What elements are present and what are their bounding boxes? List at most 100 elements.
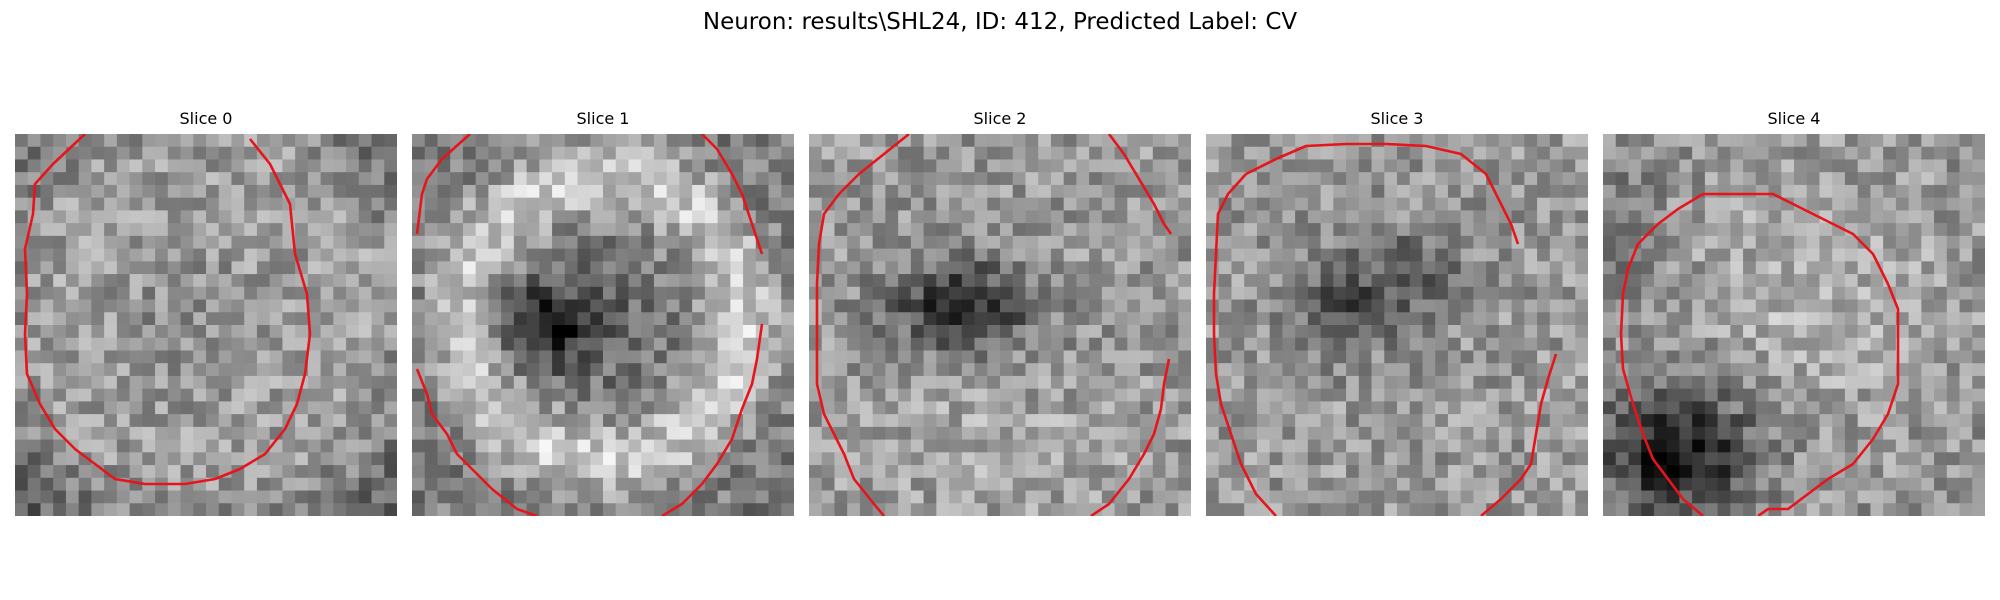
pixel-cell [1435, 184, 1449, 199]
pixel-cell [577, 286, 591, 300]
pixel-cell [1127, 325, 1141, 339]
pixel-cell [628, 426, 642, 440]
pixel-cell [116, 274, 130, 288]
pixel-cell [898, 223, 912, 237]
pixel-cell [539, 261, 553, 275]
pixel-cell [679, 235, 693, 249]
pixel-cell [1972, 325, 1985, 339]
pixel-cell [1755, 477, 1769, 491]
pixel-cell [590, 299, 604, 313]
pixel-cell [1473, 477, 1487, 491]
pixel-cell [1794, 274, 1808, 288]
pixel-cell [1959, 426, 1973, 440]
pixel-cell [885, 477, 899, 491]
pixel-cell [371, 248, 385, 262]
pixel-cell [1549, 274, 1563, 288]
pixel-cell [1320, 312, 1334, 326]
pixel-cell [781, 261, 794, 275]
pixel-cell [244, 261, 258, 275]
pixel-cell [1794, 325, 1808, 339]
pixel-cell [1768, 261, 1782, 275]
pixel-cell [358, 286, 372, 300]
pixel-cell [628, 184, 642, 199]
pixel-cell [1127, 134, 1141, 148]
pixel-cell [1152, 477, 1166, 491]
pixel-cell [282, 286, 296, 300]
pixel-cell [206, 274, 220, 288]
pixel-cell [898, 197, 912, 211]
pixel-cell [1231, 134, 1245, 148]
pixel-cell [1038, 223, 1052, 237]
pixel-cell [1819, 172, 1833, 186]
pixel-cell [1114, 477, 1128, 491]
pixel-cell [1628, 159, 1642, 173]
pixel-cell [1473, 414, 1487, 428]
pixel-cell [1743, 325, 1757, 339]
pixel-cell [1282, 312, 1296, 326]
segmentation-contour [701, 134, 764, 255]
pixel-cell [539, 490, 553, 504]
pixel-cell [1666, 134, 1680, 148]
pixel-cell [167, 235, 181, 249]
pixel-cell [1537, 452, 1551, 466]
pixel-cell [628, 325, 642, 339]
pixel-cell [513, 439, 527, 453]
pixel-cell [256, 414, 271, 428]
pixel-cell [781, 325, 794, 339]
pixel-cell [1883, 312, 1897, 326]
pixel-cell [872, 299, 886, 313]
pixel-cell [1333, 197, 1347, 211]
pixel-cell [1333, 490, 1347, 504]
pixel-cell [1717, 197, 1731, 211]
pixel-cell [1524, 312, 1538, 326]
pixel-cell [371, 503, 385, 516]
pixel-cell [256, 477, 271, 491]
pixel-cell [256, 248, 271, 262]
pixel-cell [1486, 235, 1500, 249]
pixel-cell [704, 477, 718, 491]
pixel-cell [307, 490, 321, 504]
pixel-cell [1549, 325, 1563, 339]
pixel-cell [116, 299, 130, 313]
pixel-cell [1704, 490, 1718, 504]
pixel-cell [1883, 465, 1897, 479]
pixel-cell [1025, 477, 1039, 491]
pixel-cell [1666, 299, 1680, 313]
pixel-cell [653, 452, 668, 466]
pixel-cell [1524, 426, 1538, 440]
pixel-cell [1946, 350, 1960, 364]
pixel-cell [666, 337, 680, 351]
pixel-cell [577, 452, 591, 466]
pixel-cell [501, 146, 515, 160]
pixel-cell [628, 235, 642, 249]
pixel-cell [1320, 363, 1334, 377]
pixel-cell [1781, 452, 1795, 466]
pixel-cell [15, 388, 29, 402]
pixel-cell [424, 146, 438, 160]
pixel-cell [936, 197, 950, 211]
pixel-cell [40, 465, 54, 479]
pixel-cell [65, 325, 80, 339]
pixel-cell [1549, 401, 1563, 415]
pixel-cell [1346, 172, 1360, 186]
pixel-cell [1295, 172, 1309, 186]
pixel-cell [91, 159, 105, 173]
pixel-cell [628, 503, 642, 516]
pixel-cell [526, 172, 540, 186]
pixel-cell [218, 172, 232, 186]
pixel-cell [231, 261, 245, 275]
pixel-cell [1371, 465, 1385, 479]
pixel-cell [1358, 312, 1372, 326]
pixel-cell [155, 414, 169, 428]
pixel-cell [859, 146, 874, 160]
pixel-cell [974, 363, 988, 377]
pixel-cell [320, 388, 334, 402]
pixel-cell [1972, 477, 1985, 491]
pixel-cell [1038, 325, 1052, 339]
pixel-cell [1063, 146, 1077, 160]
pixel-cell [78, 197, 92, 211]
pixel-cell [692, 235, 706, 249]
pixel-cell [692, 503, 706, 516]
pixel-cell [1628, 134, 1642, 148]
pixel-cell [501, 426, 515, 440]
